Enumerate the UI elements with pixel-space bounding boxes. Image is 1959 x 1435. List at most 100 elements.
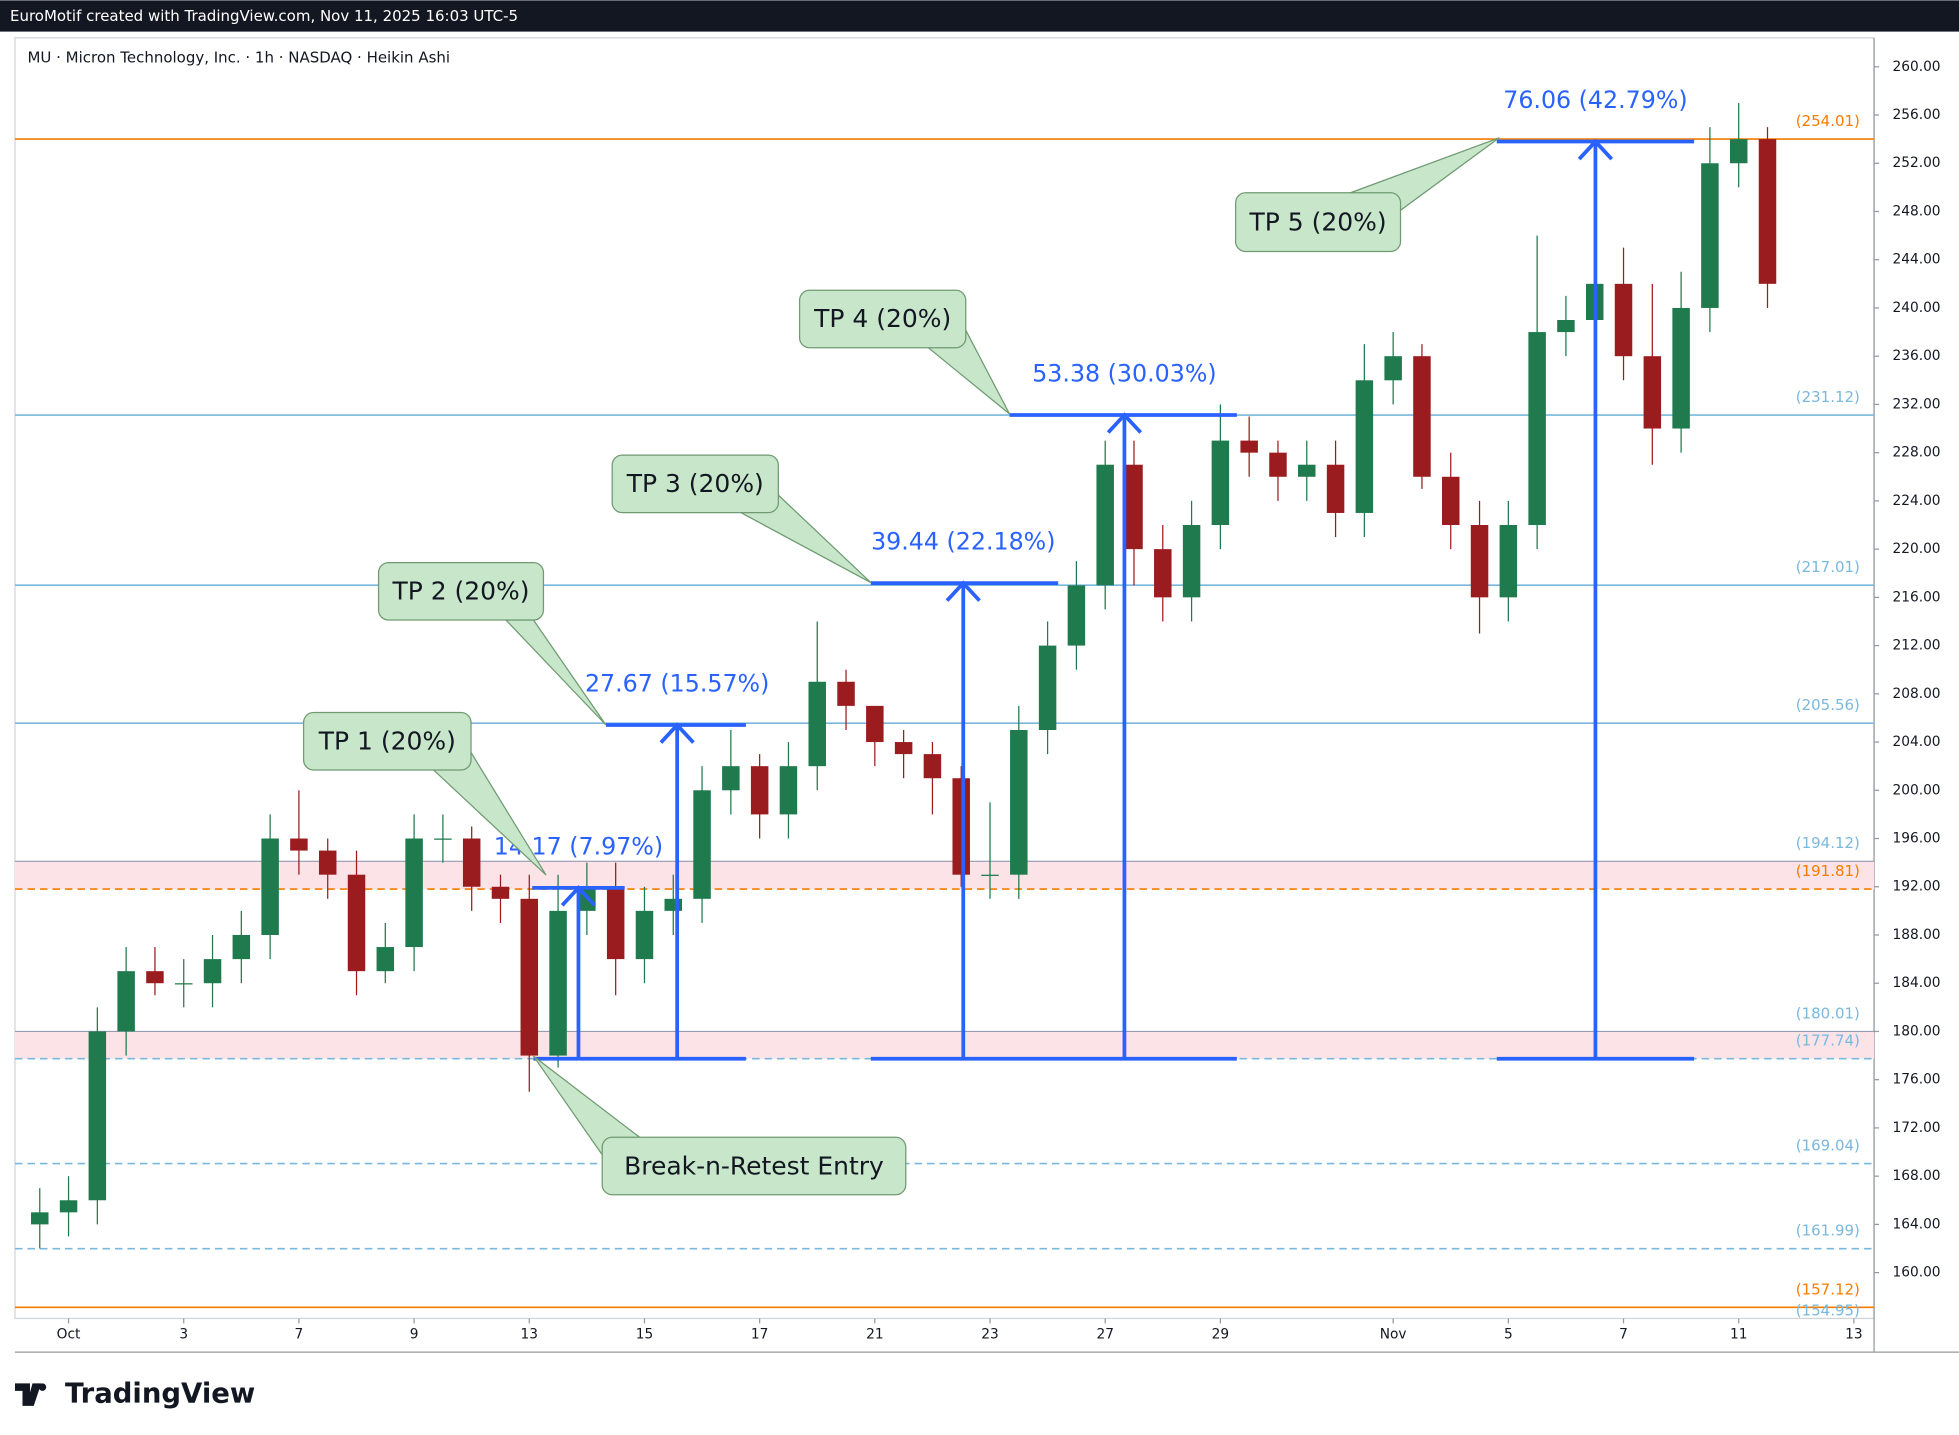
callout-text: TP 5 (20%) xyxy=(1249,207,1387,236)
callout-text: TP 2 (20%) xyxy=(391,577,529,606)
candle-body xyxy=(1499,525,1518,598)
y-tick-label: 224.00 xyxy=(1892,493,1940,509)
candle-body xyxy=(1470,525,1489,598)
callout-box xyxy=(302,711,472,771)
candle-body xyxy=(1240,440,1258,453)
candle-body xyxy=(1672,307,1690,429)
arrow-head xyxy=(560,885,597,907)
level-label: (161.99) xyxy=(1796,1222,1860,1240)
y-tick-label: 208.00 xyxy=(1892,686,1940,702)
candle-body xyxy=(1010,729,1028,875)
y-tick-label: 200.00 xyxy=(1892,782,1940,798)
candle-body xyxy=(664,898,683,911)
y-tick-label: 244.00 xyxy=(1892,252,1940,268)
candle-body xyxy=(318,850,337,875)
candle-body xyxy=(1154,549,1172,598)
candle-body xyxy=(1701,163,1719,308)
level-label: (169.04) xyxy=(1796,1137,1860,1155)
chart-title: MU · Micron Technology, Inc. · 1h · NASD… xyxy=(27,48,450,66)
candle-body xyxy=(635,910,654,960)
x-tick-label: 15 xyxy=(636,1327,653,1343)
y-tick-label: 176.00 xyxy=(1892,1072,1940,1088)
y-tick-label: 160.00 xyxy=(1892,1265,1940,1281)
candle-body xyxy=(750,766,769,815)
candle-body xyxy=(1269,452,1287,477)
logo-dot xyxy=(38,1383,47,1391)
header-text: EuroMotif created with TradingView.com, … xyxy=(10,7,518,25)
callout-box xyxy=(377,561,545,621)
candle-body xyxy=(549,910,567,1056)
candle-body xyxy=(1729,139,1748,164)
level-label: (217.01) xyxy=(1796,558,1860,576)
candle-body xyxy=(1413,356,1431,477)
candle-body xyxy=(203,959,222,984)
candle-body xyxy=(1758,139,1777,284)
candle-body xyxy=(1557,320,1575,333)
level-label: (191.81) xyxy=(1796,862,1860,880)
arrow-head xyxy=(1106,412,1143,434)
candle-body xyxy=(117,971,135,1032)
y-tick-label: 164.00 xyxy=(1892,1216,1940,1232)
candle-body xyxy=(722,766,740,791)
x-tick-label: 23 xyxy=(981,1327,998,1343)
candle-body xyxy=(376,947,395,972)
callout-box xyxy=(798,289,967,349)
arrow-head xyxy=(945,580,981,602)
callout-box xyxy=(1234,192,1402,253)
candle-body xyxy=(1326,464,1345,513)
x-tick-label: 9 xyxy=(410,1327,419,1343)
x-tick-label: 27 xyxy=(1096,1327,1113,1343)
candle-body xyxy=(1355,380,1374,513)
callout-text: TP 3 (20%) xyxy=(626,469,764,498)
candle-body xyxy=(693,790,711,899)
candle-body xyxy=(837,681,855,706)
candle-body xyxy=(290,838,308,851)
candle-body xyxy=(952,778,970,875)
logo-text: TradingView xyxy=(65,1378,255,1410)
y-tick-label: 212.00 xyxy=(1892,638,1940,654)
level-label: (154.95) xyxy=(1796,1301,1860,1319)
y-tick-label: 216.00 xyxy=(1892,589,1940,605)
y-tick-label: 196.00 xyxy=(1892,831,1940,847)
candle-body xyxy=(1038,645,1057,730)
candle-body xyxy=(88,1031,107,1201)
candle-body xyxy=(261,838,279,935)
candle-body xyxy=(1211,440,1230,526)
candle-body xyxy=(779,766,798,815)
candle-body xyxy=(606,886,625,960)
candle-body xyxy=(923,754,942,779)
candle-body xyxy=(1067,585,1086,646)
callout-text: TP 4 (20%) xyxy=(813,304,951,333)
x-tick-label: 13 xyxy=(521,1327,538,1343)
header-bar xyxy=(0,0,1959,32)
y-tick-label: 232.00 xyxy=(1892,396,1940,412)
measure-label: 76.06 (42.79%) xyxy=(1503,86,1687,114)
candle-body xyxy=(1442,476,1460,526)
x-tick-label: Oct xyxy=(57,1327,81,1343)
callout-box xyxy=(611,454,779,514)
level-label: (157.12) xyxy=(1796,1280,1860,1298)
y-tick-label: 180.00 xyxy=(1892,1023,1940,1039)
candle-body xyxy=(981,874,999,876)
callout-box xyxy=(601,1136,907,1196)
x-tick-label: 13 xyxy=(1845,1327,1862,1343)
y-tick-label: 168.00 xyxy=(1892,1168,1940,1184)
y-tick-label: 172.00 xyxy=(1892,1120,1940,1136)
level-label: (231.12) xyxy=(1796,388,1860,406)
candle-body xyxy=(1096,464,1114,586)
x-tick-label: 21 xyxy=(866,1327,883,1343)
y-tick-label: 248.00 xyxy=(1892,203,1940,219)
candle-body xyxy=(1298,464,1316,477)
candle-body xyxy=(1528,332,1546,526)
candle-body xyxy=(405,838,423,948)
x-tick-label: 17 xyxy=(751,1327,768,1343)
candle-body xyxy=(1182,525,1201,598)
y-tick-label: 220.00 xyxy=(1892,541,1940,557)
candle-body xyxy=(146,971,164,984)
y-tick-label: 188.00 xyxy=(1892,927,1940,943)
candle-body xyxy=(808,681,826,767)
measure-label: 27.67 (15.57%) xyxy=(585,670,769,698)
level-label: (194.12) xyxy=(1796,834,1860,852)
